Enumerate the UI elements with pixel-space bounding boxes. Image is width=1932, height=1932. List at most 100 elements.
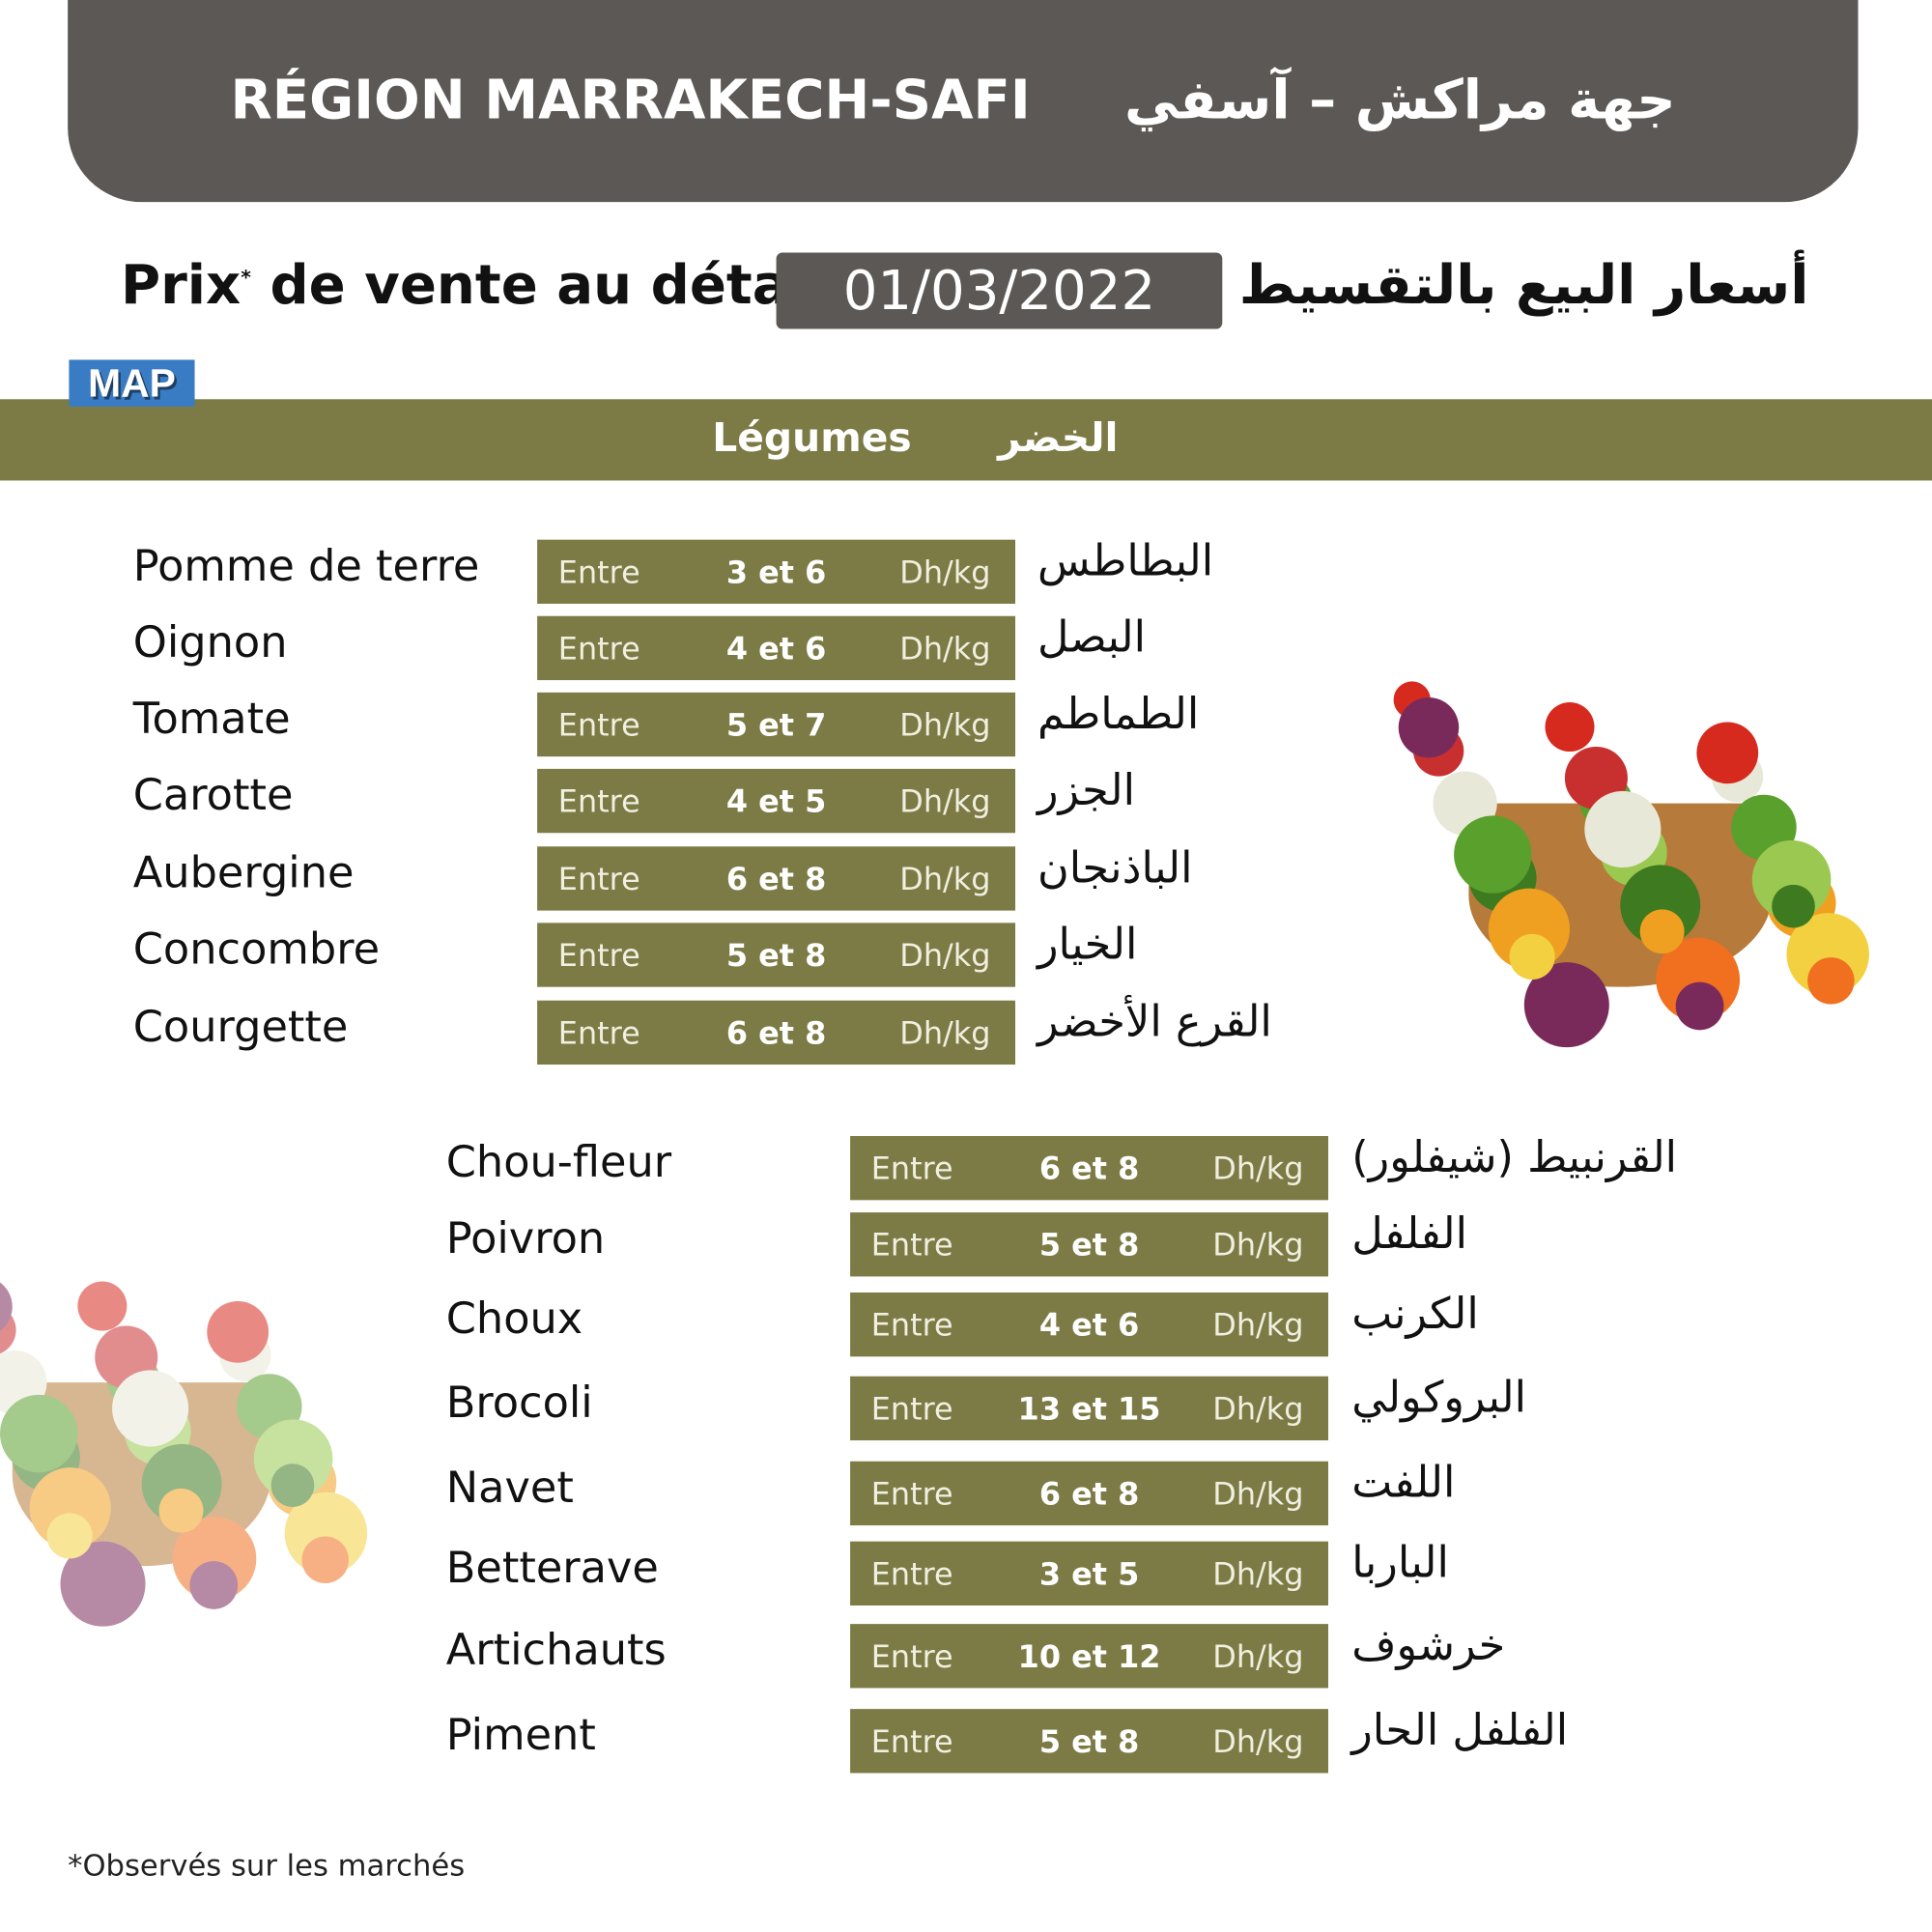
vegetable-name-fr: Pomme de terre xyxy=(132,542,480,592)
vegetable-name-fr: Carotte xyxy=(132,771,294,821)
vegetable-name-ar: البروكولي xyxy=(1351,1374,1527,1424)
vegetable-shape xyxy=(1695,722,1758,784)
vegetable-name-ar: الخيار xyxy=(1037,920,1138,970)
header-banner xyxy=(68,0,1859,203)
vegetable-shape xyxy=(158,1488,204,1533)
price-unit: Dh/kg xyxy=(1212,1307,1304,1344)
range-prefix: Entre xyxy=(870,1555,953,1592)
range-prefix: Entre xyxy=(870,1227,953,1264)
vegetable-name-fr: Choux xyxy=(445,1294,583,1345)
price-unit: Dh/kg xyxy=(899,707,991,744)
vegetable-name-fr: Navet xyxy=(445,1463,574,1514)
range-prefix: Entre xyxy=(870,1723,953,1760)
range-prefix: Entre xyxy=(870,1638,953,1675)
vegetable-shape xyxy=(188,1561,238,1610)
vegetable-shape xyxy=(270,1463,315,1507)
price-range-box: Entre 4 et 6 Dh/kg xyxy=(850,1293,1328,1357)
price-range-box: Entre 5 et 7 Dh/kg xyxy=(537,692,1016,757)
range-prefix: Entre xyxy=(557,707,640,744)
price-range-box: Entre 6 et 8 Dh/kg xyxy=(537,846,1016,911)
price-range: 6 et 8 xyxy=(725,861,827,897)
vegetable-shape xyxy=(206,1300,269,1363)
price-unit: Dh/kg xyxy=(899,554,991,590)
price-range-box: Entre 6 et 8 Dh/kg xyxy=(850,1461,1328,1526)
price-range: 5 et 8 xyxy=(725,937,827,974)
vegetable-shape xyxy=(76,1280,127,1330)
price-range-box: Entre 5 et 8 Dh/kg xyxy=(850,1709,1328,1774)
vegetable-name-fr: Betterave xyxy=(445,1544,659,1594)
price-range: 3 et 5 xyxy=(1038,1555,1140,1592)
vegetable-shape xyxy=(1675,981,1724,1031)
price-unit: Dh/kg xyxy=(1212,1227,1304,1264)
vegetable-name-fr: Concombre xyxy=(132,924,381,975)
price-unit: Dh/kg xyxy=(1212,1555,1304,1592)
price-range: 5 et 7 xyxy=(725,707,827,744)
vegetable-shape xyxy=(1544,701,1594,752)
price-range: 6 et 8 xyxy=(1038,1476,1140,1513)
vegetable-shape xyxy=(1772,884,1815,928)
vegetable-name-ar: الطماطم xyxy=(1037,690,1200,740)
price-unit: Dh/kg xyxy=(1212,1151,1304,1187)
range-prefix: Entre xyxy=(557,937,640,974)
vegetable-name-fr: Poivron xyxy=(445,1214,606,1264)
price-unit: Dh/kg xyxy=(1212,1638,1304,1675)
vegetable-name-fr: Artichauts xyxy=(445,1626,667,1676)
vegetable-basket-faded-image xyxy=(0,1220,367,1627)
price-range: 13 et 15 xyxy=(1017,1391,1161,1428)
vegetable-name-ar: القرع الأخضر xyxy=(1037,998,1272,1048)
map-logo: MAP xyxy=(69,359,195,407)
section-band xyxy=(0,399,1932,481)
vegetable-name-ar: البصل xyxy=(1037,613,1146,664)
vegetable-name-fr: Piment xyxy=(445,1711,596,1761)
vegetable-shape xyxy=(0,1394,77,1473)
range-prefix: Entre xyxy=(557,554,640,590)
price-unit: Dh/kg xyxy=(1212,1723,1304,1760)
range-prefix: Entre xyxy=(870,1151,953,1187)
vegetable-shape xyxy=(111,1370,188,1447)
price-range-box: Entre 5 et 8 Dh/kg xyxy=(537,923,1016,987)
price-range-box: Entre 4 et 6 Dh/kg xyxy=(537,615,1016,681)
price-range: 4 et 6 xyxy=(1038,1307,1140,1344)
price-range-box: Entre 6 et 8 Dh/kg xyxy=(850,1136,1328,1201)
subtitle-ar: أسعار البيع بالتقسيط xyxy=(1238,253,1809,317)
vegetable-name-ar: الكرنب xyxy=(1351,1290,1479,1340)
price-range: 5 et 8 xyxy=(1038,1227,1140,1264)
price-range-box: Entre 3 et 5 Dh/kg xyxy=(850,1541,1328,1605)
range-prefix: Entre xyxy=(870,1391,953,1428)
range-prefix: Entre xyxy=(557,783,640,820)
price-range-box: Entre 13 et 15 Dh/kg xyxy=(850,1376,1328,1441)
vegetable-name-fr: Tomate xyxy=(132,695,291,745)
vegetable-shape xyxy=(1806,957,1855,1006)
vegetable-name-ar: الفلفل xyxy=(1351,1209,1468,1260)
price-range-box: Entre 3 et 6 Dh/kg xyxy=(537,539,1016,604)
price-range: 3 et 6 xyxy=(725,554,827,590)
price-range: 5 et 8 xyxy=(1038,1723,1140,1760)
vegetable-shape xyxy=(1453,815,1532,894)
range-prefix: Entre xyxy=(557,631,640,668)
section-title-fr: Légumes xyxy=(712,413,912,462)
vegetable-shape xyxy=(1584,790,1662,868)
region-title-ar: جهة مراكش – آسفي xyxy=(1124,69,1676,132)
range-prefix: Entre xyxy=(557,861,640,897)
region-title-fr: RÉGION MARRAKECH-SAFI xyxy=(230,69,1031,132)
price-range: 6 et 8 xyxy=(1038,1151,1140,1187)
price-range-box: Entre 4 et 5 Dh/kg xyxy=(537,768,1016,834)
vegetable-shape xyxy=(1509,933,1555,980)
price-range-box: Entre 10 et 12 Dh/kg xyxy=(850,1624,1328,1689)
vegetable-name-ar: اللفت xyxy=(1351,1459,1456,1509)
vegetable-name-ar: خرشوف xyxy=(1351,1621,1506,1671)
price-range-box: Entre 5 et 8 Dh/kg xyxy=(850,1212,1328,1277)
price-range-box: Entre 6 et 8 Dh/kg xyxy=(537,1000,1016,1065)
vegetable-basket-image xyxy=(1368,640,1873,1047)
price-range: 4 et 5 xyxy=(725,783,827,820)
price-unit: Dh/kg xyxy=(899,783,991,820)
vegetable-name-fr: Courgette xyxy=(132,1003,349,1053)
range-prefix: Entre xyxy=(557,1015,640,1052)
vegetable-name-ar: الجزر xyxy=(1037,766,1136,816)
price-range: 4 et 6 xyxy=(725,631,827,668)
vegetable-shape xyxy=(46,1512,93,1559)
vegetable-name-ar: الفلفل الحار xyxy=(1351,1706,1569,1756)
price-range: 10 et 12 xyxy=(1017,1638,1161,1675)
vegetable-shape xyxy=(1640,909,1686,953)
